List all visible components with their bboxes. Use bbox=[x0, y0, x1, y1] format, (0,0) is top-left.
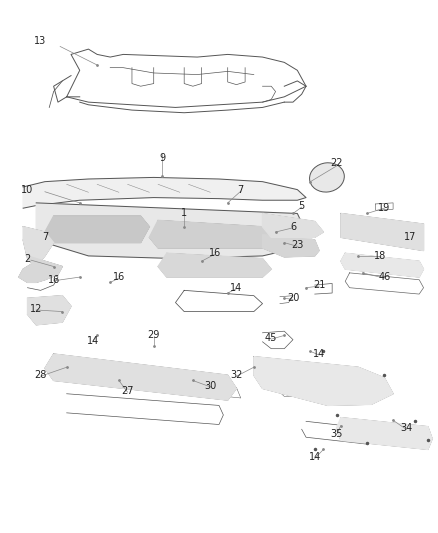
Text: 14: 14 bbox=[87, 336, 99, 346]
Polygon shape bbox=[36, 203, 306, 259]
Text: 35: 35 bbox=[330, 429, 343, 439]
Text: 14: 14 bbox=[309, 453, 321, 463]
Text: 14: 14 bbox=[230, 282, 243, 293]
Ellipse shape bbox=[310, 163, 344, 192]
Polygon shape bbox=[23, 227, 53, 266]
Polygon shape bbox=[28, 296, 71, 325]
Text: 5: 5 bbox=[299, 200, 305, 211]
Text: 18: 18 bbox=[374, 251, 386, 261]
Text: 20: 20 bbox=[287, 293, 299, 303]
Text: 16: 16 bbox=[113, 272, 125, 282]
Polygon shape bbox=[336, 418, 432, 449]
Text: 7: 7 bbox=[238, 184, 244, 195]
Polygon shape bbox=[23, 177, 306, 208]
Text: 9: 9 bbox=[159, 153, 166, 163]
Text: 27: 27 bbox=[121, 386, 134, 396]
Text: 34: 34 bbox=[400, 423, 412, 433]
Text: 19: 19 bbox=[378, 203, 391, 213]
Text: 16: 16 bbox=[47, 274, 60, 285]
Text: 28: 28 bbox=[34, 370, 47, 380]
Text: 30: 30 bbox=[204, 381, 216, 391]
Polygon shape bbox=[19, 256, 62, 282]
Text: 17: 17 bbox=[404, 232, 417, 243]
Text: 29: 29 bbox=[148, 330, 160, 341]
Polygon shape bbox=[254, 357, 393, 406]
Text: 1: 1 bbox=[181, 208, 187, 219]
Text: 16: 16 bbox=[208, 248, 221, 259]
Text: 45: 45 bbox=[265, 333, 277, 343]
Text: 2: 2 bbox=[25, 254, 31, 263]
Text: 13: 13 bbox=[35, 36, 47, 46]
Text: 46: 46 bbox=[378, 272, 391, 282]
Text: 12: 12 bbox=[30, 304, 42, 314]
Text: 21: 21 bbox=[313, 280, 325, 290]
Text: 23: 23 bbox=[291, 240, 304, 251]
Text: 14: 14 bbox=[313, 349, 325, 359]
Polygon shape bbox=[341, 214, 424, 251]
Polygon shape bbox=[341, 253, 424, 277]
Text: 10: 10 bbox=[21, 184, 34, 195]
Polygon shape bbox=[149, 220, 271, 248]
Polygon shape bbox=[45, 216, 149, 243]
Polygon shape bbox=[271, 227, 315, 248]
Text: 32: 32 bbox=[230, 370, 243, 380]
Polygon shape bbox=[45, 354, 237, 400]
Text: 22: 22 bbox=[330, 158, 343, 168]
Text: 7: 7 bbox=[42, 232, 48, 243]
Polygon shape bbox=[158, 253, 271, 277]
Polygon shape bbox=[262, 214, 323, 237]
Text: 6: 6 bbox=[290, 222, 296, 232]
Polygon shape bbox=[262, 235, 319, 257]
